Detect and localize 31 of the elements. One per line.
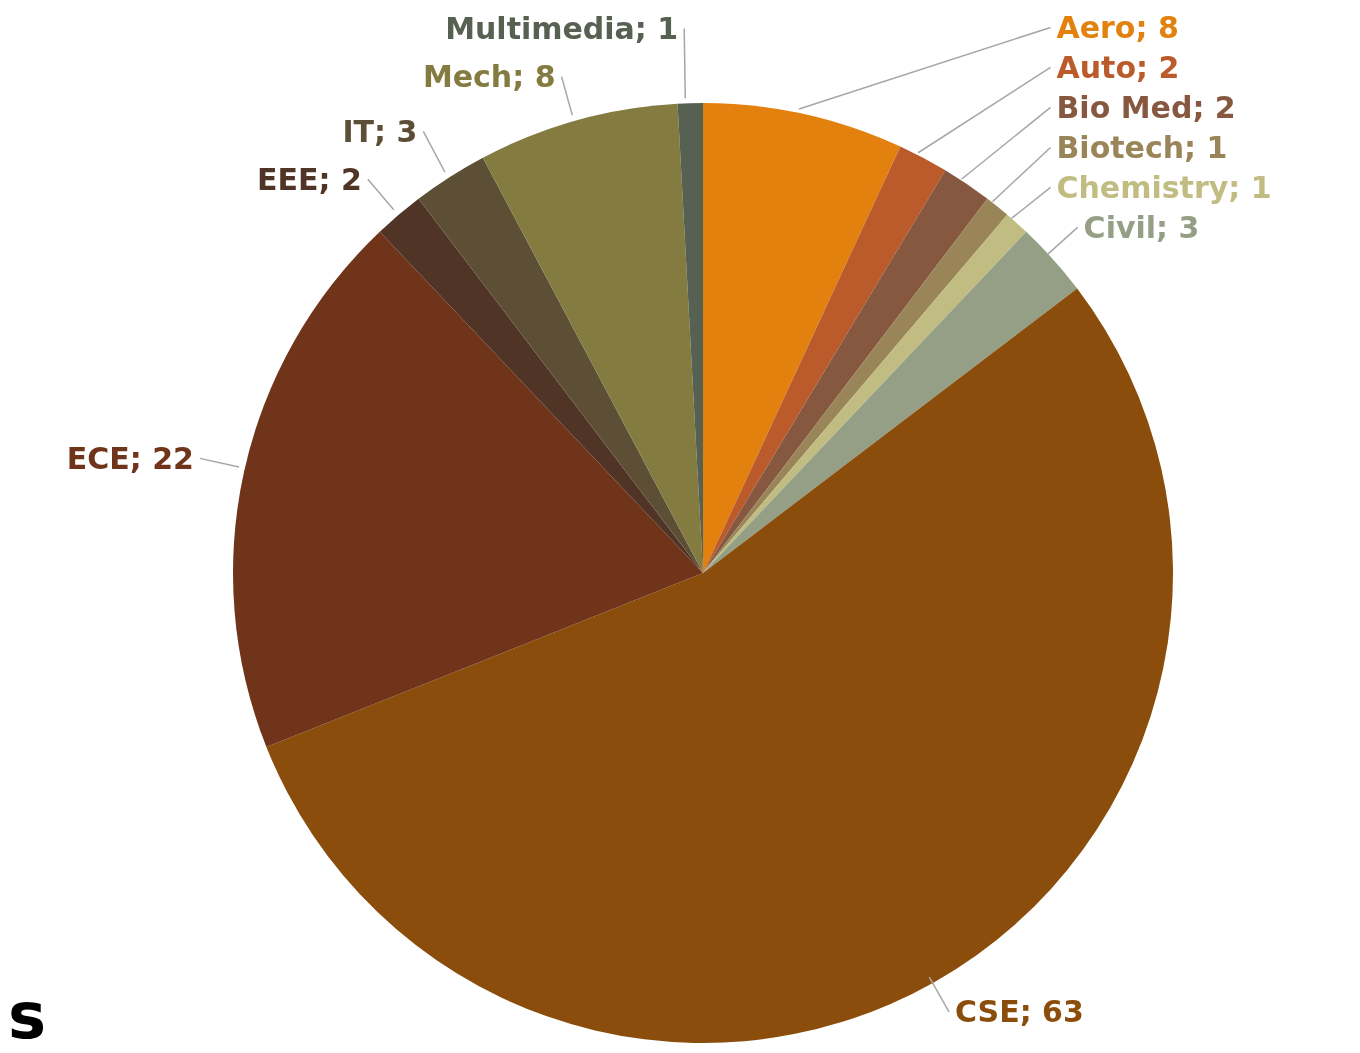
pie-slice [482, 103, 703, 573]
pie-slice [233, 231, 703, 747]
slice-label: Chemistry [1056, 169, 1229, 205]
data-label: ; 1 [1228, 169, 1272, 205]
slice-label: Auto [1056, 49, 1137, 85]
data-label: ; 1 [1184, 129, 1228, 165]
slice-label: Multimedia [445, 11, 635, 47]
text: s [8, 979, 47, 1053]
slice-label: Civil [1083, 209, 1157, 245]
data-label: ; 2 [318, 161, 362, 197]
data-label: ; 2 [1136, 49, 1180, 85]
data-label: ; 3 [1156, 209, 1200, 245]
slice-label: Aero [1056, 9, 1136, 45]
slice-label: Bio Med [1056, 89, 1193, 125]
data-label: ; 8 [1135, 9, 1179, 45]
slice-label: CSE [955, 994, 1020, 1030]
pie-slice [266, 288, 1173, 1043]
slice-label: Biotech [1056, 129, 1185, 165]
data-label: ; 63 [1019, 994, 1084, 1030]
data-label: ; 22 [129, 440, 194, 476]
pie-slice [418, 157, 703, 573]
data-label: ; 1 [634, 11, 679, 47]
data-label: ; 2 [1192, 89, 1236, 125]
slice-label: IT [342, 113, 375, 149]
pie-slice [703, 231, 1078, 573]
pie-slice [703, 103, 901, 573]
data-label: ; 8 [512, 59, 556, 95]
slice-label: EEE [257, 161, 319, 197]
data-label: ; 3 [374, 113, 418, 149]
slice-label: ECE [66, 440, 130, 476]
slice-label: Mech [422, 59, 513, 95]
